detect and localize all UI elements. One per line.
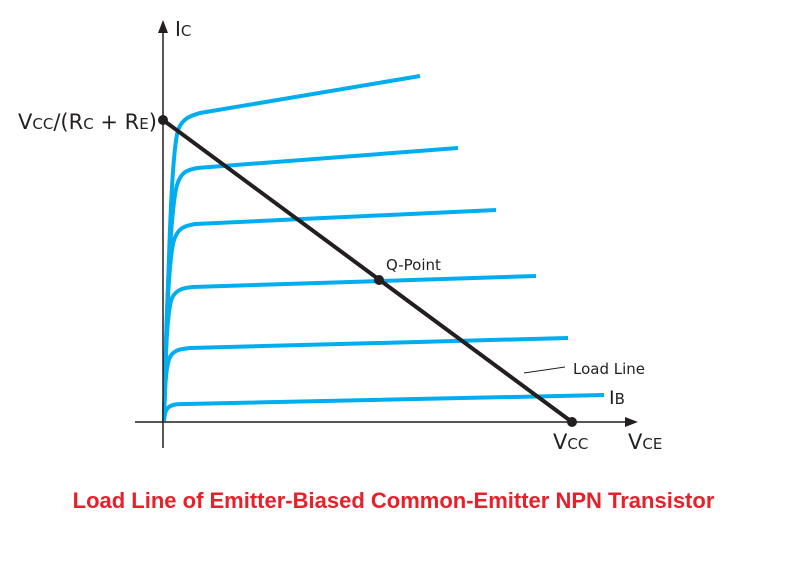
- ib-main: I: [609, 387, 615, 409]
- x-vcc-sub: CC: [567, 435, 588, 453]
- ib-curve-1: [162, 74, 421, 421]
- re-r: + R: [94, 110, 140, 134]
- x-axis-arrow-icon: [625, 417, 638, 427]
- re-sub: E: [139, 115, 148, 133]
- y-axis-label-sub: C: [181, 22, 191, 40]
- x-axis-label: VCE: [628, 430, 662, 454]
- y-axis-label-main: I: [175, 17, 181, 41]
- x-axis-label-sub: CE: [642, 435, 662, 453]
- ib-curve-6: [162, 393, 605, 422]
- rc-sub: C: [83, 115, 93, 133]
- figure-title: Load Line of Emitter-Biased Common-Emitt…: [72, 488, 715, 513]
- x-axis-label-main: V: [628, 430, 643, 454]
- load-line-pointer: [523, 366, 566, 374]
- ib-curves: [162, 74, 605, 422]
- y-axis-arrow-icon: [158, 20, 168, 33]
- q-point-dot: [374, 275, 384, 285]
- ib-sub: B: [615, 390, 625, 408]
- x-intercept-dot: [567, 417, 577, 427]
- x-vcc-v: V: [553, 430, 568, 454]
- rc-r: /(R: [53, 110, 83, 134]
- ib-curve-5: [162, 336, 569, 421]
- load-line: [161, 118, 574, 424]
- vcc-v: V: [18, 110, 33, 134]
- y-intercept-label: VCC/(RC + RE): [18, 110, 157, 134]
- load-line-label: Load Line: [573, 360, 645, 378]
- q-point-label: Q-Point: [386, 256, 441, 274]
- axes: [135, 30, 628, 448]
- x-intercept-label: VCC: [553, 430, 588, 454]
- vcc-sub: CC: [32, 115, 53, 133]
- y-intercept-dot: [158, 115, 168, 125]
- y-axis-label: IC: [175, 17, 191, 41]
- close-paren: ): [149, 110, 157, 134]
- ib-label: IB: [609, 387, 625, 409]
